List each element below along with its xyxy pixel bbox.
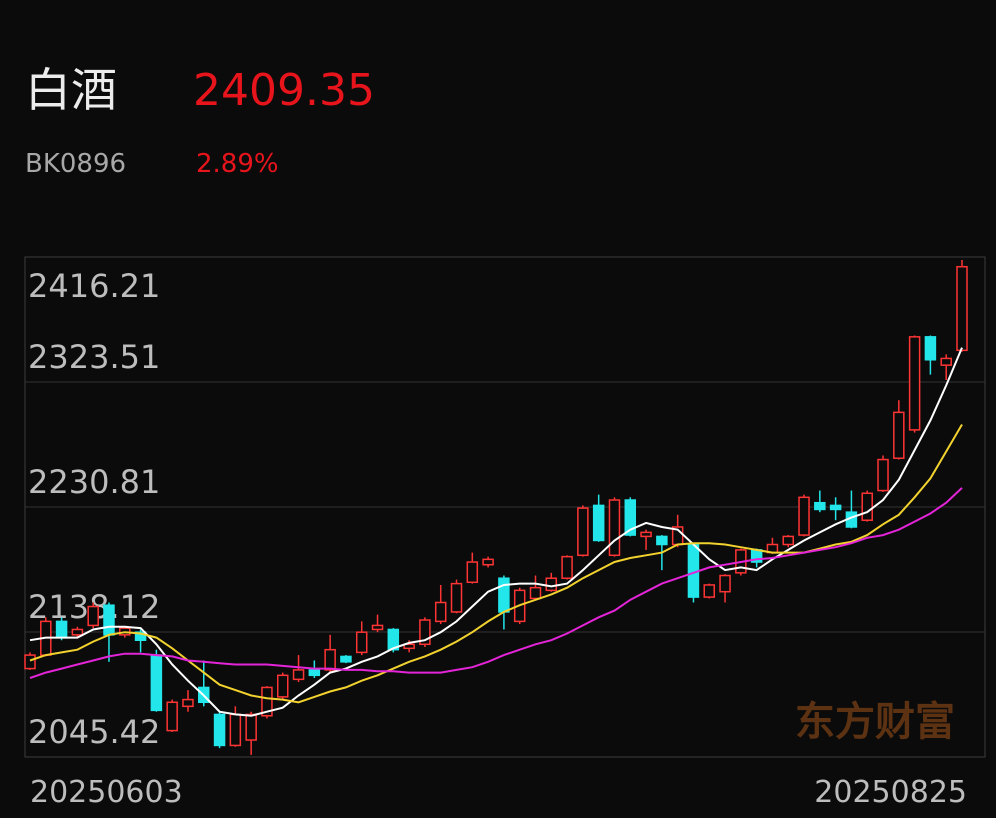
y-tick-label: 2323.51 (28, 338, 160, 376)
candle-body (703, 584, 716, 598)
candle-body (924, 336, 937, 361)
candle-body (482, 558, 494, 566)
y-tick-label: 2045.42 (28, 713, 160, 751)
candle-body (276, 674, 289, 698)
candle-body (814, 501, 826, 511)
candle-body (87, 605, 99, 627)
candle-body (608, 499, 621, 557)
candle-body (498, 577, 510, 613)
candle-body (213, 713, 226, 747)
candle-body (134, 631, 147, 641)
candle-body (403, 643, 415, 650)
candle-body (466, 561, 479, 584)
candle-body (624, 499, 637, 536)
candle-body (450, 582, 463, 613)
candle-body (387, 628, 400, 651)
candle-body (324, 648, 336, 671)
x-tick-label: 20250825 (814, 775, 967, 810)
candle-body (434, 601, 447, 623)
candle-body (877, 458, 889, 492)
candle-body (577, 507, 589, 557)
candle-body (150, 654, 163, 712)
candle-body (561, 555, 573, 579)
candle-body (245, 713, 257, 741)
candle-body (261, 686, 273, 717)
candle-body (166, 701, 178, 732)
candle-body (545, 577, 558, 592)
candle-body (371, 624, 384, 631)
candle-body (940, 357, 952, 366)
y-tick-label: 2416.21 (28, 267, 160, 305)
candle-body (829, 504, 842, 511)
candle-body (956, 265, 968, 352)
moving-average-line (29, 487, 963, 679)
candle-body (419, 619, 431, 646)
candle-body (308, 669, 321, 677)
candle-body (71, 628, 84, 636)
x-tick-label: 20250603 (30, 775, 183, 810)
candle-body (782, 535, 794, 546)
candle-body (355, 631, 368, 654)
candle-body (55, 620, 68, 637)
candle-body (529, 586, 542, 600)
candle-body (182, 698, 194, 708)
y-tick-label: 2230.81 (28, 463, 160, 501)
candle-body (719, 574, 731, 593)
candle-body (229, 713, 242, 747)
candle-body (656, 535, 668, 546)
code: BK0896 (25, 149, 126, 179)
candle-body (798, 496, 810, 536)
title: 白酒 (25, 63, 117, 117)
change: 2.89% (196, 149, 279, 179)
candle-body (340, 655, 352, 663)
candle-body (103, 604, 115, 636)
moving-average-line (29, 347, 963, 717)
candle-body (292, 669, 305, 681)
candle-body (640, 531, 652, 538)
candle-body (893, 411, 905, 459)
candle-body (908, 336, 921, 431)
price: 2409.35 (193, 65, 375, 116)
candle-body (24, 654, 36, 670)
candle-body (592, 504, 605, 542)
candle-body (861, 492, 873, 521)
watermark: 东方财富 (795, 699, 955, 745)
